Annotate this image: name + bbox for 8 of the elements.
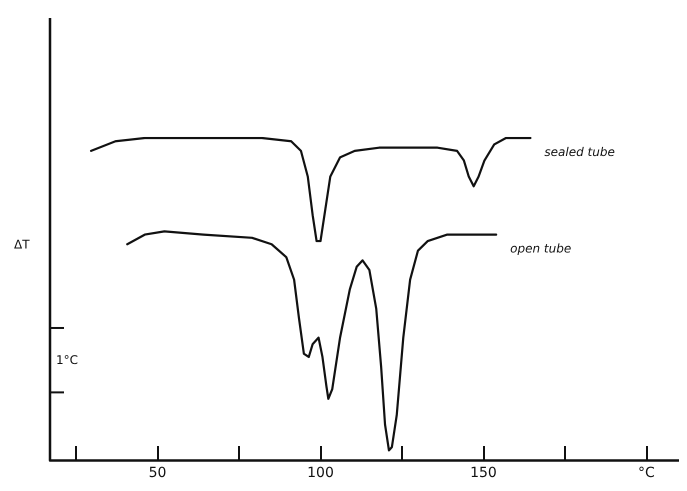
x-tick-label: 150 <box>470 465 497 481</box>
x-tick-label: 50 <box>148 465 166 481</box>
x-tick-label: °C <box>638 465 656 481</box>
x-tick-label: 100 <box>307 465 334 481</box>
y-axis-title: ΔT <box>14 237 30 252</box>
series-label: open tube <box>510 242 572 256</box>
series-label: sealed tube <box>544 145 615 159</box>
annotation: 1°C <box>56 353 78 368</box>
